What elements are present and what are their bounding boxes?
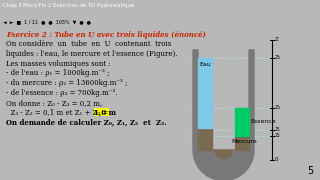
- Bar: [235, 136, 249, 150]
- Text: Exercice 2 : Tube en U avec trois liquides (énoncé): Exercice 2 : Tube en U avec trois liquid…: [6, 31, 206, 39]
- Text: Z: Z: [275, 37, 279, 42]
- Bar: [198, 58, 212, 128]
- Polygon shape: [215, 150, 232, 158]
- Text: On donne : Z₀ - Z₃ = 0,2 m,: On donne : Z₀ - Z₃ = 0,2 m,: [6, 99, 102, 107]
- Text: Chap 3 Meca Flu 2 Exercices de TD Hydrostatique: Chap 3 Meca Flu 2 Exercices de TD Hydros…: [3, 3, 134, 8]
- Text: Z₀: Z₀: [275, 55, 281, 60]
- Text: Z₃: Z₃: [275, 105, 281, 111]
- Text: liquides : l'eau, le mercure et l'essence (Figure).: liquides : l'eau, le mercure et l'essenc…: [6, 50, 178, 58]
- Text: - de l'essence : ρ₃ = 700kg.m⁻³.: - de l'essence : ρ₃ = 700kg.m⁻³.: [6, 89, 117, 97]
- Text: - de l'eau : ρ₁ = 1000kg.m⁻³ ;: - de l'eau : ρ₁ = 1000kg.m⁻³ ;: [6, 69, 109, 77]
- Text: On considère  un  tube  en  U  contenant  trois: On considère un tube en U contenant troi…: [6, 40, 171, 48]
- Text: ◄  ►  ■  1 / 11  ●  ●  105%  ▼  ●  ●: ◄ ► ■ 1 / 11 ● ● 105% ▼ ● ●: [3, 19, 91, 24]
- Text: Eau: Eau: [199, 62, 211, 67]
- Polygon shape: [193, 50, 254, 180]
- Text: 0: 0: [275, 158, 278, 163]
- FancyBboxPatch shape: [94, 108, 109, 116]
- Text: Z₁: Z₁: [275, 127, 281, 132]
- Text: On demande de calculer Z₀, Z₁, Z₂  et  Z₃.: On demande de calculer Z₀, Z₁, Z₂ et Z₃.: [6, 118, 167, 126]
- Text: Z₃ - Z₂ = 0,1 m et Z₁ + Z₂ =: Z₃ - Z₂ = 0,1 m et Z₁ + Z₂ =: [6, 109, 111, 117]
- Text: 1,0 m: 1,0 m: [94, 109, 116, 117]
- Text: Essence: Essence: [250, 120, 276, 124]
- Text: - du mercure : ρ₂ = 13600kg.m⁻³ ;: - du mercure : ρ₂ = 13600kg.m⁻³ ;: [6, 79, 127, 87]
- Text: Les masses volumiques sont :: Les masses volumiques sont :: [6, 60, 111, 68]
- Bar: [198, 128, 212, 150]
- Text: Z₂: Z₂: [275, 134, 281, 138]
- Bar: [235, 108, 249, 136]
- Text: Mercure: Mercure: [231, 139, 257, 144]
- Text: 5: 5: [307, 166, 313, 176]
